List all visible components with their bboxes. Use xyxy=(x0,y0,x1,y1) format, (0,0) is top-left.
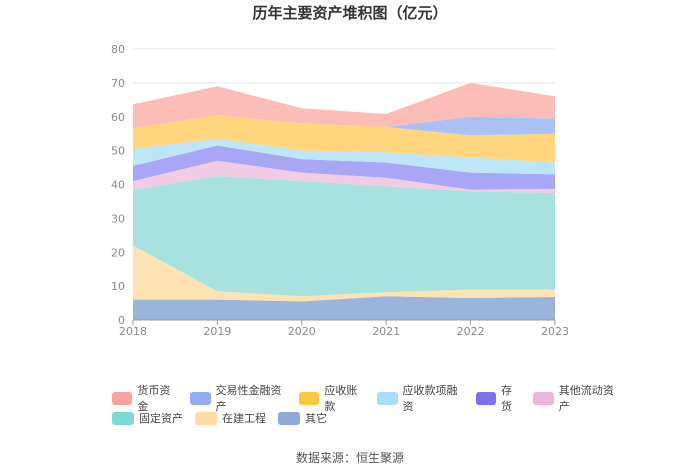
area-series-3[interactable] xyxy=(133,160,555,193)
legend-item-other-current-assets[interactable]: 其他流动资产 xyxy=(533,382,620,414)
legend-swatch-other-current-assets xyxy=(533,391,554,405)
x-tick-label: 2021 xyxy=(372,325,400,338)
legend-swatch-construction xyxy=(195,411,217,425)
legend-item-construction[interactable]: 在建工程 xyxy=(195,410,266,426)
legend-item-receivables[interactable]: 应收账款 xyxy=(298,382,365,414)
legend-item-trading-assets[interactable]: 交易性金融资产 xyxy=(190,382,287,414)
data-source: 数据来源：恒生聚源 xyxy=(295,451,404,465)
legend-item-cash[interactable]: 货币资金 xyxy=(112,382,178,414)
x-tick-label: 2019 xyxy=(203,325,231,338)
y-tick-label: 80 xyxy=(111,43,125,56)
legend-item-inventory[interactable]: 存货 xyxy=(475,382,522,414)
y-tick-label: 20 xyxy=(111,246,125,259)
legend-row-2: 固定资产 在建工程 其它 xyxy=(112,408,632,428)
legend-swatch-cash xyxy=(112,391,133,405)
legend-swatch-inventory xyxy=(475,391,497,405)
legend-label-trading-assets: 交易性金融资产 xyxy=(215,384,282,413)
x-tick-label: 2022 xyxy=(457,325,485,338)
legend: 货币资金 交易性金融资产 应收账款 应收款项融资 存货 其他流动资产 固定资产 xyxy=(112,384,632,428)
area-series-1[interactable] xyxy=(133,245,555,302)
x-tick-label: 2020 xyxy=(288,325,316,338)
legend-item-fixed-assets[interactable]: 固定资产 xyxy=(112,410,183,426)
y-tick-label: 40 xyxy=(111,179,125,192)
legend-label-other: 其它 xyxy=(305,412,327,425)
y-tick-label: 70 xyxy=(111,77,125,90)
y-tick-label: 10 xyxy=(111,280,125,293)
area-series-6[interactable] xyxy=(133,115,555,163)
legend-label-receivables: 应收账款 xyxy=(324,384,358,413)
area-series-5[interactable] xyxy=(133,138,555,175)
area-series-8[interactable] xyxy=(133,82,555,129)
legend-label-receivables-financing: 应收款项融资 xyxy=(402,384,458,413)
y-tick-label: 60 xyxy=(111,111,125,124)
stacked-area-chart: 0 10 20 30 40 50 60 70 80 2018 2019 2020 2021 2022 202… xyxy=(111,43,569,338)
legend-label-other-current-assets: 其他流动资产 xyxy=(558,384,614,413)
area-series-2[interactable] xyxy=(133,176,555,297)
x-tick-label: 2023 xyxy=(541,325,569,338)
legend-item-receivables-financing[interactable]: 应收款项融资 xyxy=(377,382,464,414)
legend-label-fixed-assets: 固定资产 xyxy=(139,412,183,425)
y-tick-label: 30 xyxy=(111,212,125,225)
y-tick-label: 0 xyxy=(118,314,125,327)
legend-swatch-fixed-assets xyxy=(112,411,134,425)
legend-swatch-receivables xyxy=(298,391,320,405)
legend-swatch-trading-assets xyxy=(190,391,211,405)
legend-label-cash: 货币资金 xyxy=(137,384,171,413)
area-series-4[interactable] xyxy=(133,145,555,190)
legend-swatch-other xyxy=(278,411,300,425)
area-series-7[interactable] xyxy=(133,115,555,136)
legend-swatch-receivables-financing xyxy=(377,391,398,405)
x-tick-label: 2018 xyxy=(119,325,147,338)
legend-label-construction: 在建工程 xyxy=(222,412,266,425)
area-series-0[interactable] xyxy=(133,296,555,320)
y-tick-label: 50 xyxy=(111,145,125,158)
legend-label-inventory: 存货 xyxy=(501,384,513,413)
chart-title: 历年主要资产堆积图（亿元） xyxy=(252,4,448,22)
legend-row-1: 货币资金 交易性金融资产 应收账款 应收款项融资 存货 其他流动资产 xyxy=(112,384,632,413)
legend-item-other[interactable]: 其它 xyxy=(278,410,327,426)
